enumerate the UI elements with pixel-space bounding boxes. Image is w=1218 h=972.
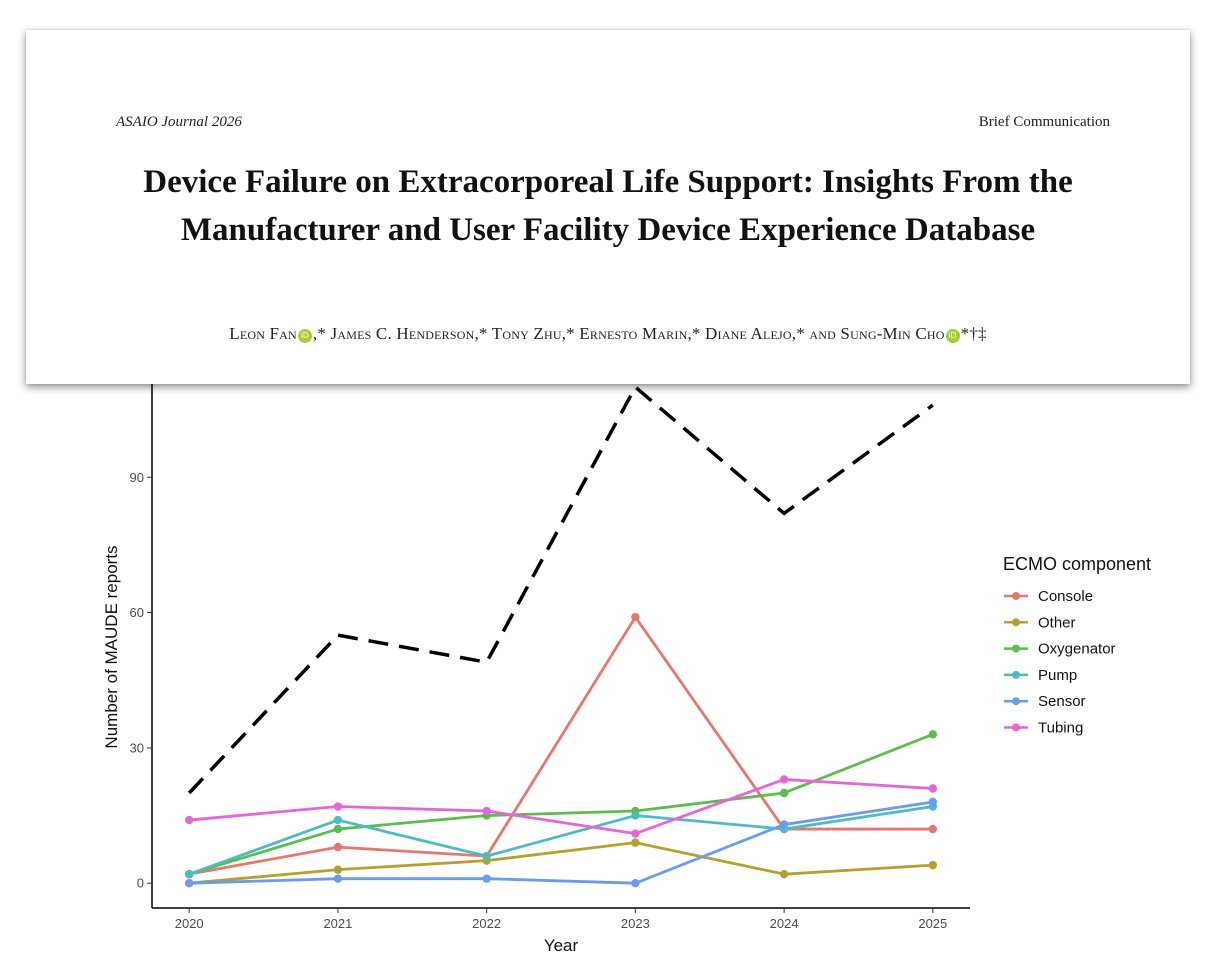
data-point-other [333,865,343,874]
author: James C. Henderson,* [326,324,488,343]
data-point-pump [482,851,491,861]
legend-label: Pump [1038,667,1077,684]
data-point-pump [184,869,194,879]
data-point-tubing [928,784,938,793]
data-point-sensor [928,797,938,807]
data-point-other [928,860,938,870]
y-tick-label: 30 [130,740,144,755]
legend-key-point [1012,618,1020,627]
x-tick-label: 2022 [472,916,501,931]
legend-title: ECMO component [1003,554,1151,574]
total-dashed-line [187,384,934,795]
data-point-sensor [631,878,640,888]
article-title: Device Failure on Extracorporeal Life Su… [143,164,1073,248]
legend-key-point [1012,670,1020,679]
author: Tony Zhu,* [487,324,575,343]
legend-key-point [1012,592,1020,600]
data-point-oxygenator [779,788,789,798]
chart-series-lines [187,384,934,885]
journal-name: ASAIO Journal 2026 [116,114,242,130]
data-point-other [779,869,789,879]
chart-axes: 0 30 60 90 2020 2021 2022 2023 2024 2025 Year Numbe… [102,360,970,955]
legend-label: Tubing [1038,720,1083,737]
y-tick-label: 0 [137,876,144,891]
series-line-tubing [189,778,933,835]
author: Diane Alejo,* [700,324,805,343]
y-axis-title: Number of MAUDE reports [102,545,121,748]
x-axis-title: Year [544,936,579,955]
series-line-other [189,841,933,885]
article-type: Brief Communication [978,114,1110,130]
x-tick-label: 2025 [918,916,947,931]
data-point-console [333,842,343,852]
data-point-tubing [779,775,789,784]
chart-legend: ECMO component Console Other Oxygenator Pump… [1003,554,1151,737]
data-point-tubing [631,829,640,838]
data-point-tubing [482,806,491,816]
x-tick-label: 2020 [175,916,204,931]
y-tick-label: 60 [130,605,144,620]
y-tick-label: 90 [130,470,144,485]
author: and Sung-Min Cho iD *†‡ [804,324,987,343]
data-point-pump [333,815,343,825]
data-point-pump [631,811,640,820]
legend-key-point [1012,697,1020,706]
data-point-sensor [779,820,789,829]
x-tick-label: 2023 [621,916,650,931]
orcid-icon[interactable]: iD [945,329,960,343]
legend-label: Console [1038,588,1093,605]
author: Leon Fan iD ,* [229,324,327,343]
legend-label: Sensor [1038,693,1086,710]
author-list: Leon Fan iD ,* James C. Henderson,* Tony Z… [26,324,1190,344]
data-point-sensor [184,878,194,888]
data-point-console [928,824,938,834]
chart-series-points [184,612,938,888]
series-line-console [188,615,933,876]
data-point-tubing [184,815,194,825]
article-header-card: ASAIO Journal 2026 Brief Communication D… [26,30,1190,384]
data-point-console [631,612,640,622]
series-line-sensor [189,800,934,885]
x-tick-label: 2021 [323,916,352,931]
data-point-oxygenator [333,824,343,834]
orcid-icon[interactable]: iD [297,329,312,343]
data-point-sensor [482,874,491,883]
data-point-sensor [333,874,343,883]
data-point-other [631,838,640,847]
legend-label: Other [1038,614,1076,631]
data-point-tubing [333,802,343,811]
legend-key-point [1012,723,1020,732]
author: Ernesto Marin,* [574,324,701,343]
series-line-oxygenator [188,733,934,876]
series-line-pump [188,805,934,876]
x-tick-label: 2024 [770,916,799,931]
legend-key-point [1012,644,1020,653]
legend-label: Oxygenator [1038,641,1116,658]
data-point-oxygenator [928,730,938,739]
